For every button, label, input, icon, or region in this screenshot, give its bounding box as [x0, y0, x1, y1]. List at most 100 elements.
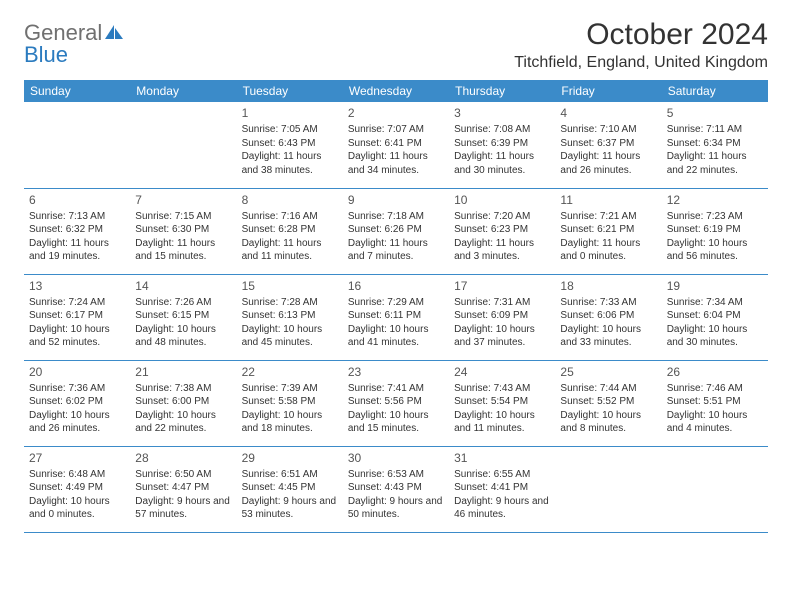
month-title: October 2024 [514, 18, 768, 52]
daylight-line: Daylight: 11 hours and 26 minutes. [560, 150, 656, 177]
daylight-line: Daylight: 9 hours and 46 minutes. [454, 495, 550, 522]
sunrise-line: Sunrise: 7:24 AM [29, 296, 125, 310]
day-cell: 15Sunrise: 7:28 AMSunset: 6:13 PMDayligh… [237, 274, 343, 360]
day-number: 7 [135, 192, 231, 208]
daylight-line: Daylight: 10 hours and 52 minutes. [29, 323, 125, 350]
day-cell: 3Sunrise: 7:08 AMSunset: 6:39 PMDaylight… [449, 102, 555, 188]
week-row: 1Sunrise: 7:05 AMSunset: 6:43 PMDaylight… [24, 102, 768, 188]
daylight-line: Daylight: 10 hours and 22 minutes. [135, 409, 231, 436]
col-friday: Friday [555, 80, 661, 102]
daylight-line: Daylight: 10 hours and 11 minutes. [454, 409, 550, 436]
daylight-line: Daylight: 11 hours and 0 minutes. [560, 237, 656, 264]
day-cell: 7Sunrise: 7:15 AMSunset: 6:30 PMDaylight… [130, 188, 236, 274]
day-cell: 31Sunrise: 6:55 AMSunset: 4:41 PMDayligh… [449, 446, 555, 532]
sunrise-line: Sunrise: 6:50 AM [135, 468, 231, 482]
sunset-line: Sunset: 6:39 PM [454, 137, 550, 151]
day-cell: 6 Sunrise: 7:13 AMSunset: 6:32 PMDaylight… [24, 188, 130, 274]
day-number: 5 [667, 105, 763, 121]
sunset-line: Sunset: 6:26 PM [348, 223, 444, 237]
sunset-line: Sunset: 5:54 PM [454, 395, 550, 409]
day-number: 17 [454, 278, 550, 294]
sunrise-line: Sunrise: 7:39 AM [242, 382, 338, 396]
sunset-line: Sunset: 6:00 PM [135, 395, 231, 409]
day-cell: 17Sunrise: 7:31 AMSunset: 6:09 PMDayligh… [449, 274, 555, 360]
day-cell: 14Sunrise: 7:26 AMSunset: 6:15 PMDayligh… [130, 274, 236, 360]
sunset-line: Sunset: 6:23 PM [454, 223, 550, 237]
daylight-line: Daylight: 10 hours and 48 minutes. [135, 323, 231, 350]
daylight-line: Daylight: 11 hours and 34 minutes. [348, 150, 444, 177]
week-row: 6Sunrise: 7:13 AMSunset: 6:32 PMDaylight… [24, 188, 768, 274]
day-cell: 23Sunrise: 7:41 AMSunset: 5:56 PMDayligh… [343, 360, 449, 446]
sunrise-line: Sunrise: 7:15 AM [135, 210, 231, 224]
day-number: 12 [667, 192, 763, 208]
daylight-line: Daylight: 9 hours and 53 minutes. [242, 495, 338, 522]
logo: General Blue [24, 18, 124, 66]
daylight-line: Daylight: 11 hours and 3 minutes. [454, 237, 550, 264]
daylight-line: Daylight: 10 hours and 45 minutes. [242, 323, 338, 350]
sunset-line: Sunset: 5:58 PM [242, 395, 338, 409]
sunrise-line: Sunrise: 7:43 AM [454, 382, 550, 396]
logo-sail-icon [104, 22, 124, 44]
daylight-line: Daylight: 9 hours and 57 minutes. [135, 495, 231, 522]
week-row: 20Sunrise: 7:36 AMSunset: 6:02 PMDayligh… [24, 360, 768, 446]
day-cell: 28Sunrise: 6:50 AMSunset: 4:47 PMDayligh… [130, 446, 236, 532]
daylight-line: Daylight: 10 hours and 4 minutes. [667, 409, 763, 436]
sunset-line: Sunset: 6:02 PM [29, 395, 125, 409]
sunrise-line: Sunrise: 7:31 AM [454, 296, 550, 310]
sunset-line: Sunset: 6:17 PM [29, 309, 125, 323]
calendar-table: Sunday Monday Tuesday Wednesday Thursday… [24, 80, 768, 533]
sunrise-line: Sunrise: 7:34 AM [667, 296, 763, 310]
day-cell: 19Sunrise: 7:34 AMSunset: 6:04 PMDayligh… [662, 274, 768, 360]
sunset-line: Sunset: 4:45 PM [242, 481, 338, 495]
daylight-line: Daylight: 10 hours and 18 minutes. [242, 409, 338, 436]
header: General Blue October 2024 Titchfield, En… [24, 18, 768, 72]
sunset-line: Sunset: 6:09 PM [454, 309, 550, 323]
col-monday: Monday [130, 80, 236, 102]
day-number: 3 [454, 105, 550, 121]
sunset-line: Sunset: 6:15 PM [135, 309, 231, 323]
sunrise-line: Sunrise: 7:10 AM [560, 123, 656, 137]
sunset-line: Sunset: 6:19 PM [667, 223, 763, 237]
day-cell: 1 Sunrise: 7:05 AMSunset: 6:43 PMDaylight… [237, 102, 343, 188]
sunrise-line: Sunrise: 7:41 AM [348, 382, 444, 396]
sunset-line: Sunset: 6:32 PM [29, 223, 125, 237]
day-number: 6 [29, 192, 125, 208]
day-number: 15 [242, 278, 338, 294]
sunrise-line: Sunrise: 7:18 AM [348, 210, 444, 224]
daylight-line: Daylight: 10 hours and 15 minutes. [348, 409, 444, 436]
daylight-line: Daylight: 11 hours and 19 minutes. [29, 237, 125, 264]
daylight-line: Daylight: 10 hours and 56 minutes. [667, 237, 763, 264]
day-cell: 11Sunrise: 7:21 AMSunset: 6:21 PMDayligh… [555, 188, 661, 274]
sunrise-line: Sunrise: 7:05 AM [242, 123, 338, 137]
daylight-line: Daylight: 11 hours and 30 minutes. [454, 150, 550, 177]
sunrise-line: Sunrise: 6:48 AM [29, 468, 125, 482]
sunrise-line: Sunrise: 7:28 AM [242, 296, 338, 310]
sunrise-line: Sunrise: 7:23 AM [667, 210, 763, 224]
daylight-line: Daylight: 11 hours and 22 minutes. [667, 150, 763, 177]
sunset-line: Sunset: 5:52 PM [560, 395, 656, 409]
sunrise-line: Sunrise: 7:21 AM [560, 210, 656, 224]
day-cell: 9Sunrise: 7:18 AMSunset: 6:26 PMDaylight… [343, 188, 449, 274]
sunrise-line: Sunrise: 7:13 AM [29, 210, 125, 224]
sunset-line: Sunset: 4:49 PM [29, 481, 125, 495]
daylight-line: Daylight: 11 hours and 38 minutes. [242, 150, 338, 177]
col-thursday: Thursday [449, 80, 555, 102]
day-number: 13 [29, 278, 125, 294]
sunset-line: Sunset: 6:43 PM [242, 137, 338, 151]
day-number: 1 [242, 105, 338, 121]
day-cell [662, 446, 768, 532]
sunrise-line: Sunrise: 6:55 AM [454, 468, 550, 482]
day-cell: 27Sunrise: 6:48 AMSunset: 4:49 PMDayligh… [24, 446, 130, 532]
day-cell [130, 102, 236, 188]
sunrise-line: Sunrise: 7:44 AM [560, 382, 656, 396]
daylight-line: Daylight: 10 hours and 30 minutes. [667, 323, 763, 350]
day-cell: 30Sunrise: 6:53 AMSunset: 4:43 PMDayligh… [343, 446, 449, 532]
day-number: 28 [135, 450, 231, 466]
daylight-line: Daylight: 10 hours and 0 minutes. [29, 495, 125, 522]
sunset-line: Sunset: 6:37 PM [560, 137, 656, 151]
sunset-line: Sunset: 6:41 PM [348, 137, 444, 151]
day-number: 31 [454, 450, 550, 466]
col-sunday: Sunday [24, 80, 130, 102]
col-tuesday: Tuesday [237, 80, 343, 102]
week-row: 27Sunrise: 6:48 AMSunset: 4:49 PMDayligh… [24, 446, 768, 532]
